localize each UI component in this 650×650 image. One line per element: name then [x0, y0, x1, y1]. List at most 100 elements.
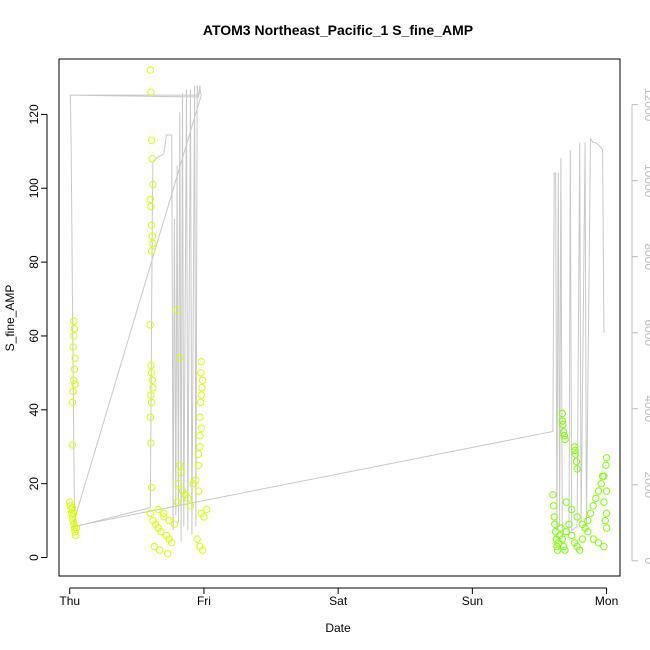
data-point: [600, 472, 608, 480]
data-point: [68, 509, 76, 517]
data-point: [186, 502, 195, 510]
y-tick-label: 80: [27, 255, 41, 269]
x-tick-label: Thu: [59, 594, 80, 608]
data-point: [558, 417, 566, 425]
data-point: [558, 409, 566, 418]
data-point: [194, 487, 203, 495]
y2-tick-label: 10000: [642, 164, 650, 198]
data-point: [560, 432, 568, 440]
data-point: [561, 546, 569, 554]
y2-tick-label: 12000: [642, 88, 650, 122]
y-tick-label: 0: [27, 554, 41, 561]
data-point: [594, 539, 603, 547]
data-point: [72, 531, 80, 540]
data-point: [196, 432, 204, 440]
y2-tick-label: 8000: [642, 243, 650, 270]
x-tick-label: Sat: [329, 594, 348, 608]
data-point: [184, 494, 192, 503]
data-point: [589, 502, 597, 510]
data-point: [197, 509, 206, 517]
data-point: [147, 88, 155, 96]
data-point: [147, 221, 156, 229]
data-point: [70, 324, 79, 333]
data-point: [71, 528, 79, 536]
data-point: [197, 358, 206, 366]
y2-tick-label: 4000: [642, 395, 650, 422]
data-point: [176, 354, 184, 362]
data-point: [572, 457, 581, 466]
data-point: [194, 450, 203, 458]
y-tick-label: 100: [27, 178, 41, 198]
data-point: [70, 509, 78, 517]
data-point: [70, 317, 78, 325]
data-point: [72, 524, 81, 532]
x-tick-label: Mon: [595, 594, 618, 608]
data-point: [146, 66, 155, 74]
data-point: [200, 513, 208, 521]
data-point: [584, 528, 592, 536]
y2-tick-label: 0: [642, 557, 650, 564]
data-point: [198, 376, 207, 384]
data-point: [173, 498, 181, 506]
data-point: [549, 491, 557, 499]
data-point: [550, 513, 558, 521]
y2-tick-label: 6000: [642, 319, 650, 346]
data-point: [561, 435, 569, 444]
data-point: [586, 509, 595, 517]
data-point: [196, 413, 204, 421]
data-point: [154, 505, 163, 514]
line-series-path: [69, 85, 605, 542]
chart-title: ATOM3 Northeast_Pacific_1 S_fine_AMP: [203, 22, 473, 38]
data-point: [558, 535, 566, 543]
data-point: [156, 546, 164, 554]
data-point: [146, 509, 155, 517]
data-point: [147, 391, 155, 399]
data-point: [177, 468, 185, 477]
data-point: [147, 361, 155, 370]
data-point: [149, 180, 157, 189]
data-point: [198, 546, 207, 554]
data-point: [173, 306, 181, 314]
data-point: [602, 487, 611, 495]
plot-frame: [58, 58, 621, 577]
data-point: [160, 513, 168, 521]
data-point: [70, 520, 78, 528]
data-point: [147, 203, 155, 211]
data-point: [165, 516, 173, 525]
data-point: [602, 454, 611, 462]
x-tick-label: Fri: [197, 594, 211, 608]
data-point: [551, 528, 560, 536]
data-point: [147, 398, 156, 407]
data-point: [584, 516, 592, 525]
data-point: [578, 520, 587, 528]
data-point: [602, 509, 611, 517]
data-point: [70, 524, 79, 532]
y-tick-label: 60: [27, 329, 41, 343]
data-point: [196, 443, 204, 451]
data-point: [69, 516, 77, 525]
y-tick-label: 20: [27, 477, 41, 491]
axes: 0 20 40 60 80 100 120 0 2000 4000 6000 8000 10000 120…: [27, 88, 650, 608]
data-point: [554, 539, 562, 547]
data-point: [193, 535, 201, 543]
y-tick-label: 40: [27, 403, 41, 417]
y-tick-label: 120: [27, 104, 41, 124]
data-point: [176, 461, 184, 469]
data-point: [174, 480, 183, 488]
data-point: [70, 376, 78, 384]
data-point: [198, 384, 206, 392]
y-axis-label: S_fine_AMP: [3, 285, 17, 352]
data-point: [600, 542, 608, 551]
data-point: [601, 516, 609, 525]
data-point: [196, 398, 205, 407]
data-point: [594, 487, 603, 495]
data-point: [68, 441, 77, 449]
line-series: [69, 85, 605, 542]
data-point: [562, 498, 570, 506]
data-point: [69, 343, 77, 351]
data-point: [160, 509, 168, 517]
x-tick-label: Sun: [462, 594, 483, 608]
data-point: [146, 321, 155, 329]
data-point: [68, 513, 77, 521]
